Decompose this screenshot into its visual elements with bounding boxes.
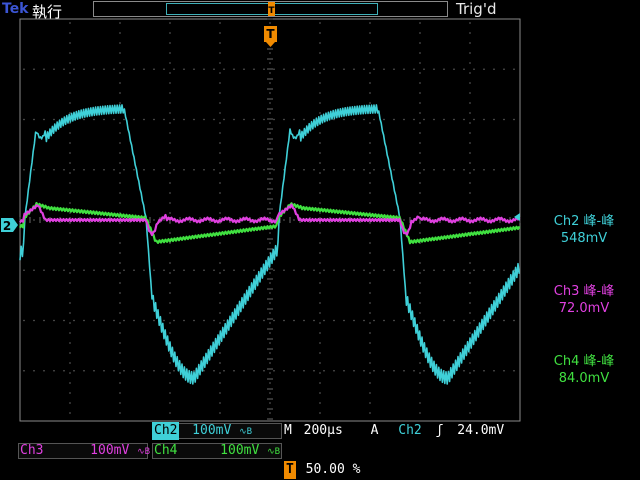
trigger-level-marker-icon[interactable] [514, 213, 520, 221]
ch3-bandwidth-icon: ∿B [137, 447, 151, 457]
ch2-waveform-trace [19, 104, 520, 385]
ch3-status[interactable]: Ch3 100mV ∿B [18, 442, 150, 460]
acquisition-run-status: 執行 [32, 3, 63, 21]
timebase-value: 200µs [303, 423, 343, 438]
ch4-waveform-trace [19, 201, 521, 245]
ch4-bandwidth-icon: ∿B [267, 447, 281, 457]
ch4-meas-label: Ch4 峰-峰 [553, 354, 615, 369]
ch2-ground-marker[interactable]: 2 [1, 218, 18, 233]
ch3-meas-label: Ch3 峰-峰 [553, 284, 615, 299]
trigger-position-value: 50.00 % [305, 462, 361, 477]
ch2-status[interactable]: Ch2 100mV ∿B [152, 422, 252, 440]
ch3-label: Ch3 [20, 443, 44, 458]
trigger-level: 24.0mV [457, 423, 505, 438]
ch4-status[interactable]: Ch4 100mV ∿B [152, 442, 280, 460]
ch3-scale: 100mV [90, 443, 130, 458]
trigger-marker-label: T [266, 27, 275, 41]
trigger-source: Ch2 [398, 423, 422, 438]
trigger-slope-icon: ʃ [435, 423, 444, 438]
brand-logo: Tek [2, 1, 29, 17]
ch3-peak-to-peak-measurement: Ch3 峰-峰 72.0mV [534, 283, 634, 317]
trigger-position-marker[interactable]: T [264, 26, 277, 47]
ch2-meas-value: 548mV [560, 231, 608, 246]
svg-text:T: T [268, 6, 275, 16]
ch2-scale: 100mV [192, 423, 232, 438]
timebase-trigger-status[interactable]: M 200µs A Ch2 ʃ 24.0mV [284, 422, 524, 440]
ch4-label: Ch4 [154, 443, 178, 458]
trigger-position-icon: T [284, 461, 296, 479]
ch3-meas-value: 72.0mV [558, 301, 610, 316]
ch4-peak-to-peak-measurement: Ch4 峰-峰 84.0mV [534, 353, 634, 387]
trigger-position-status[interactable]: T 50.00 % [284, 461, 360, 479]
ch3-scale-box[interactable] [18, 443, 148, 459]
ch2-ground-label: 2 [3, 219, 11, 233]
ch3-waveform-trace [19, 203, 521, 237]
ch4-scale-box[interactable] [152, 443, 282, 459]
ch2-label: Ch2 [152, 422, 180, 440]
ch2-meas-label: Ch2 峰-峰 [553, 214, 615, 229]
ch4-meas-value: 84.0mV [558, 371, 610, 386]
record-length-bar: T [93, 1, 448, 17]
trigger-mode: A [370, 423, 379, 438]
timebase-label: M [284, 423, 292, 438]
ch4-scale: 100mV [220, 443, 260, 458]
top-status-bar: Tek 執行 T Trig'd [0, 0, 640, 21]
ch2-bandwidth-icon: ∿B [239, 427, 253, 437]
ch2-peak-to-peak-measurement: Ch2 峰-峰 548mV [534, 213, 634, 247]
trigger-status: Trig'd [456, 0, 497, 18]
record-trigger-marker-icon: T [268, 2, 275, 16]
